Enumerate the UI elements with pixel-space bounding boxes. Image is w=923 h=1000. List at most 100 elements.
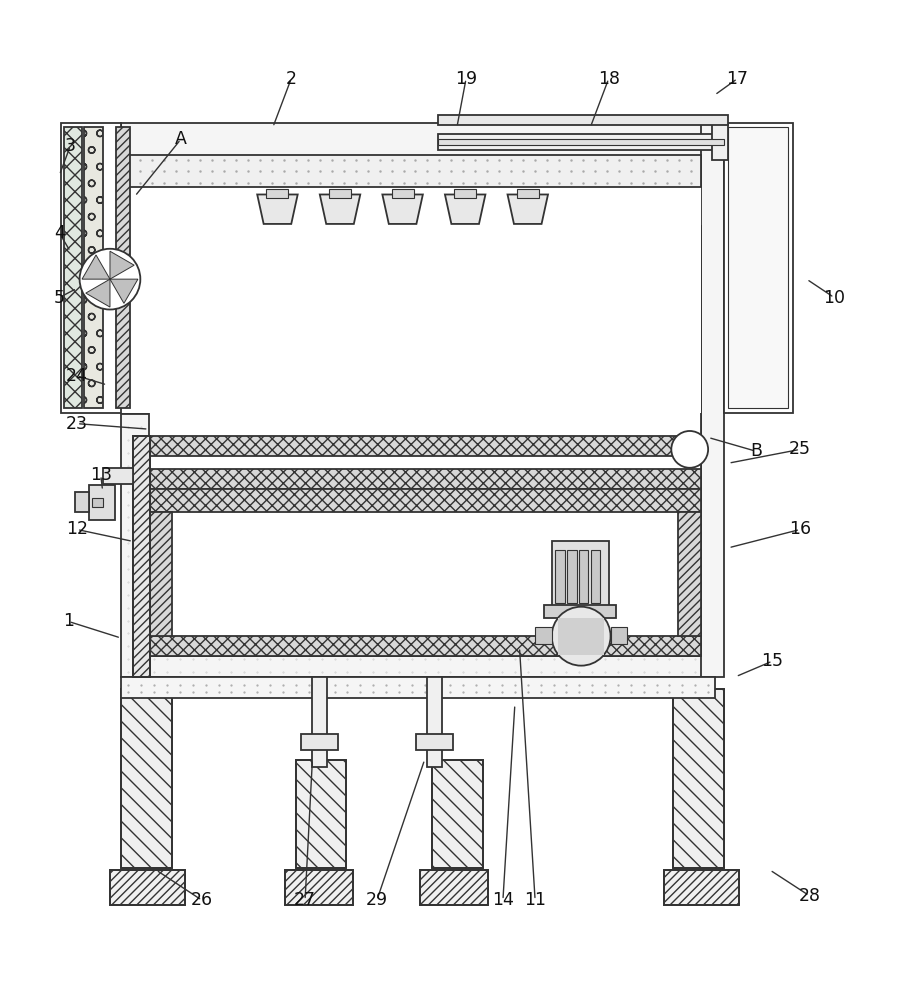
Text: B: B [750, 442, 762, 460]
Text: 10: 10 [823, 289, 845, 307]
Text: 15: 15 [761, 652, 784, 670]
Text: 5: 5 [54, 289, 65, 307]
Bar [121, 155, 701, 187]
Text: 2: 2 [286, 70, 297, 88]
Bar [568, 550, 577, 603]
Bar [302, 734, 338, 750]
Text: 3: 3 [65, 137, 76, 155]
Text: 18: 18 [598, 70, 619, 88]
Bar [673, 689, 724, 868]
Bar [91, 498, 102, 507]
Bar [438, 139, 724, 145]
Bar [580, 550, 589, 603]
Text: 25: 25 [789, 440, 811, 458]
Polygon shape [110, 279, 138, 303]
Text: 27: 27 [294, 891, 316, 909]
Polygon shape [82, 255, 110, 279]
Bar [701, 123, 724, 677]
Text: 29: 29 [366, 891, 388, 909]
Text: A: A [174, 130, 186, 148]
Bar [611, 627, 627, 644]
Bar [149, 226, 701, 656]
Text: 24: 24 [66, 367, 88, 385]
Text: 23: 23 [66, 415, 88, 433]
Bar [545, 605, 616, 618]
Bar [558, 618, 605, 655]
Bar [517, 189, 539, 198]
Polygon shape [508, 194, 548, 224]
Bar [121, 414, 714, 677]
Text: 11: 11 [524, 891, 546, 909]
Bar [556, 550, 565, 603]
Bar [416, 734, 453, 750]
Bar [149, 489, 701, 656]
Bar [454, 189, 476, 198]
Bar [427, 677, 442, 767]
Polygon shape [382, 194, 423, 224]
Circle shape [79, 249, 140, 310]
Bar [673, 689, 724, 868]
Polygon shape [258, 194, 298, 224]
Circle shape [671, 431, 708, 468]
Polygon shape [445, 194, 485, 224]
Bar [75, 492, 89, 512]
Bar [121, 689, 172, 868]
Bar [329, 189, 351, 198]
Bar [420, 870, 488, 905]
Bar [102, 468, 133, 484]
Text: 16: 16 [789, 520, 811, 538]
Text: 1: 1 [63, 612, 74, 630]
Bar [84, 127, 102, 408]
Bar [149, 512, 172, 636]
Bar [552, 541, 609, 610]
Text: 4: 4 [54, 224, 65, 242]
Text: 14: 14 [492, 891, 514, 909]
Text: 19: 19 [455, 70, 477, 88]
Bar [121, 187, 701, 413]
Bar [724, 123, 793, 413]
Bar [677, 512, 701, 636]
Text: 13: 13 [90, 466, 112, 484]
Bar [664, 870, 739, 905]
Bar [89, 485, 114, 520]
Bar [285, 870, 353, 905]
Polygon shape [86, 279, 110, 307]
Bar [121, 689, 172, 868]
Bar [438, 134, 724, 150]
Bar [110, 870, 186, 905]
Text: 12: 12 [66, 520, 88, 538]
Bar [149, 436, 701, 456]
Bar [664, 870, 739, 905]
Bar [728, 127, 788, 408]
Text: 17: 17 [726, 70, 749, 88]
Bar [64, 127, 82, 408]
Bar [149, 469, 701, 489]
Bar [432, 760, 483, 868]
Bar [296, 760, 346, 868]
Bar [296, 760, 346, 868]
Text: 26: 26 [191, 891, 213, 909]
Bar [116, 127, 130, 408]
Bar [133, 436, 150, 677]
Bar [61, 123, 121, 413]
Polygon shape [110, 251, 134, 279]
Bar [438, 115, 728, 125]
Bar [432, 760, 483, 868]
Bar [712, 123, 728, 160]
Bar [391, 189, 414, 198]
Bar [110, 870, 186, 905]
Circle shape [552, 607, 611, 666]
Bar [133, 436, 150, 677]
Bar [558, 618, 605, 655]
Bar [312, 677, 327, 767]
Bar [592, 550, 601, 603]
Bar [149, 489, 701, 512]
Bar [420, 870, 488, 905]
Bar [535, 627, 552, 644]
Polygon shape [319, 194, 360, 224]
Bar [121, 123, 714, 413]
Text: 28: 28 [798, 887, 821, 905]
Bar [285, 870, 353, 905]
Bar [149, 636, 701, 656]
Bar [121, 677, 714, 698]
